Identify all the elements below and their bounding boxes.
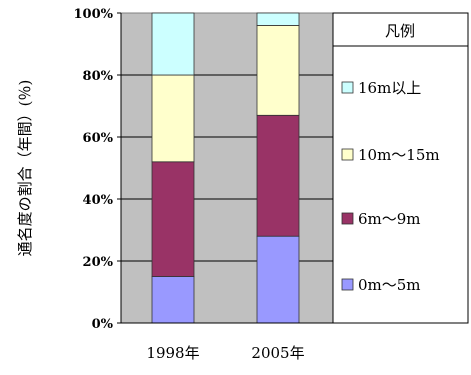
- bar-segment: [256, 12, 300, 26]
- legend-label: 6m～9m: [358, 210, 421, 228]
- bar-segment: [256, 114, 300, 237]
- legend-title: 凡例: [385, 22, 415, 40]
- bar-segment: [256, 235, 300, 324]
- legend-label: 10m～15m: [358, 146, 440, 164]
- y-tick-label: 0%: [92, 317, 114, 332]
- bar-segment: [151, 74, 195, 163]
- legend-label: 0m～5m: [358, 276, 421, 294]
- legend-label: 16m以上: [358, 79, 421, 97]
- legend-swatch: [341, 212, 354, 225]
- y-tick-label: 100%: [74, 7, 114, 22]
- legend-box: [332, 12, 469, 324]
- bar-segment: [151, 161, 195, 277]
- x-tick-label: 2005年: [251, 344, 304, 362]
- bar-segment: [151, 12, 195, 76]
- y-tick-labels: 0% 20% 40% 60% 80% 100%: [74, 7, 121, 332]
- y-tick-label: 60%: [83, 131, 114, 146]
- x-tick-label: 1998年: [146, 344, 199, 362]
- legend-swatch: [341, 148, 354, 161]
- x-tick-labels: 1998年 2005年: [146, 344, 304, 362]
- bar-segment: [151, 276, 195, 324]
- legend: 凡例 16m以上 10m～15m 6m～9m 0m～5m: [332, 12, 469, 324]
- bar-segment: [256, 24, 300, 116]
- y-tick-label: 80%: [83, 69, 114, 84]
- y-axis-label: 通名度の割合（年間）(％): [16, 80, 34, 257]
- y-tick-label: 40%: [83, 193, 114, 208]
- bars: [151, 12, 300, 324]
- legend-swatch: [341, 278, 354, 291]
- legend-swatch: [341, 81, 354, 94]
- y-tick-label: 20%: [83, 255, 114, 270]
- legend-items: 16m以上 10m～15m 6m～9m 0m～5m: [341, 79, 440, 294]
